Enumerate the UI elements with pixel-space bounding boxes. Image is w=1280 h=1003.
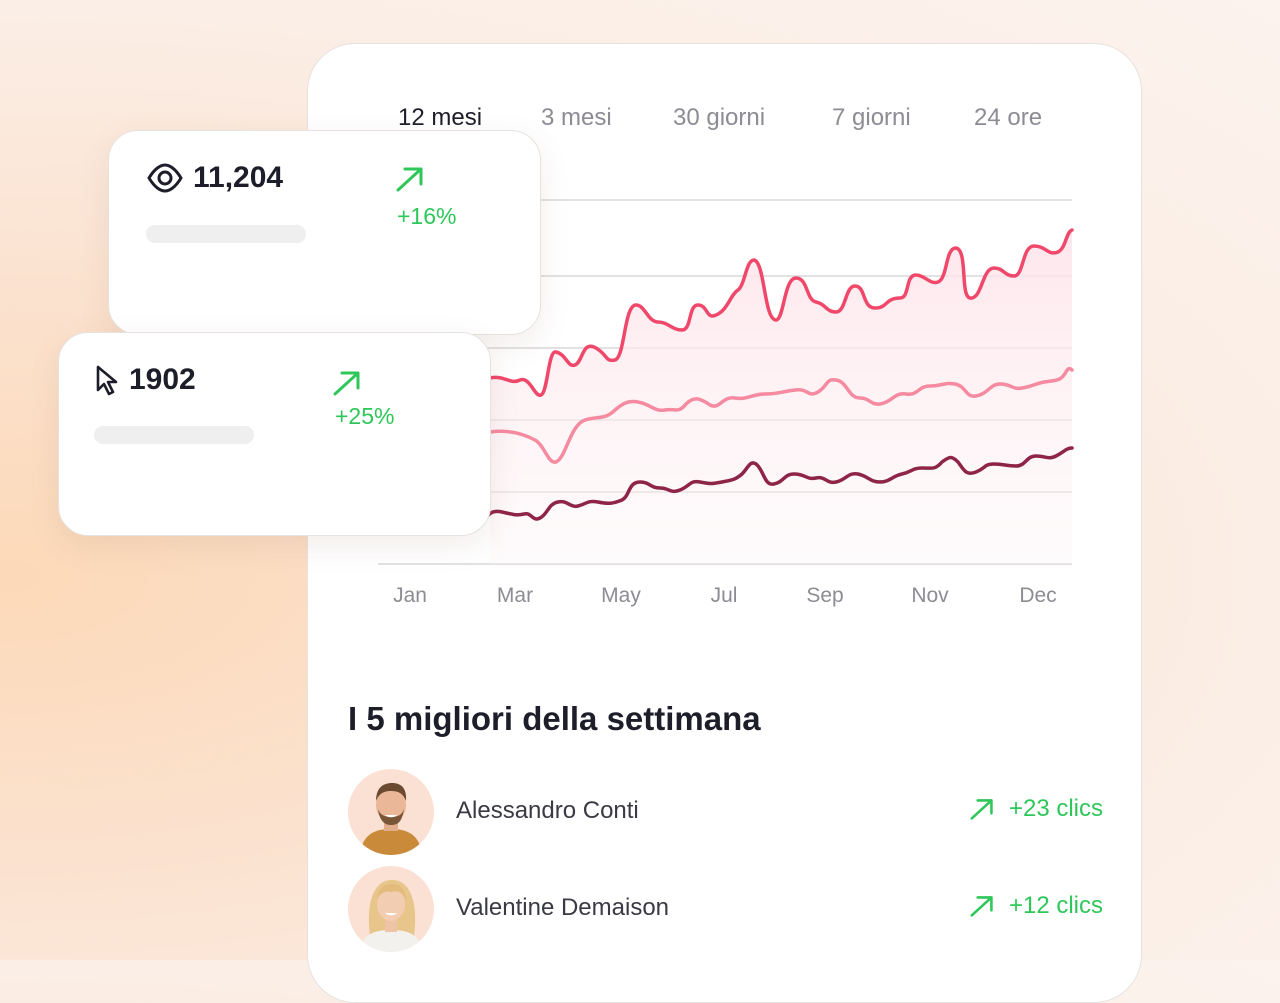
x-tick-label: Mar bbox=[496, 584, 534, 607]
views-change: +16% bbox=[397, 203, 457, 229]
area-fill bbox=[490, 230, 1072, 564]
person-clicks: +23 clics bbox=[969, 795, 1103, 823]
clicks-card: 1902 +25% bbox=[58, 332, 491, 536]
clicks-metric: 1902 bbox=[95, 363, 196, 397]
trend-up-icon bbox=[970, 896, 993, 917]
person-name: Alessandro Conti bbox=[456, 797, 639, 824]
x-tick-label: May bbox=[601, 584, 641, 607]
clicks-value: 1902 bbox=[129, 363, 196, 396]
tab-24-hours[interactable]: 24 ore bbox=[974, 104, 1043, 131]
placeholder-bar bbox=[94, 426, 254, 444]
avatar bbox=[348, 866, 434, 952]
trend-up-icon bbox=[970, 799, 993, 820]
tab-30-days[interactable]: 30 giorni bbox=[673, 104, 766, 131]
tab-3-months[interactable]: 3 mesi bbox=[541, 104, 612, 131]
views-value: 11,204 bbox=[193, 161, 284, 194]
cursor-icon bbox=[96, 365, 118, 396]
series-line-3 bbox=[482, 446, 1074, 522]
x-tick-label: Jul bbox=[710, 584, 738, 607]
person-avatar-icon bbox=[360, 880, 422, 952]
clicks-count: +12 clics bbox=[1008, 892, 1103, 919]
person-avatar-icon bbox=[360, 783, 422, 855]
section-title: I 5 migliori della settimana bbox=[348, 700, 761, 737]
series-line-2 bbox=[488, 366, 1074, 464]
x-tick-label: Jan bbox=[393, 584, 427, 607]
trend-up-icon bbox=[396, 167, 423, 192]
x-tick-label: Dec bbox=[1019, 584, 1057, 607]
clicks-change: +25% bbox=[335, 403, 395, 429]
clicks-count: +23 clics bbox=[1008, 795, 1103, 822]
avatar bbox=[348, 769, 434, 855]
list-item[interactable]: Alessandro Conti +23 clics bbox=[348, 769, 1103, 855]
line-chart bbox=[378, 199, 1074, 565]
views-metric: 11,204 bbox=[147, 161, 283, 195]
series-line-1 bbox=[488, 228, 1074, 397]
list-item[interactable]: Valentine Demaison +12 clics bbox=[348, 866, 1103, 952]
eye-icon bbox=[147, 163, 183, 193]
tab-12-months[interactable]: 12 mesi bbox=[398, 104, 483, 131]
x-tick-label: Nov bbox=[911, 584, 949, 607]
views-card: 11,204 +16% bbox=[108, 130, 541, 335]
tab-7-days[interactable]: 7 giorni bbox=[832, 104, 911, 131]
person-name: Valentine Demaison bbox=[456, 894, 670, 921]
placeholder-bar bbox=[146, 225, 306, 243]
trend-up-icon bbox=[333, 371, 360, 396]
x-tick-label: Sep bbox=[806, 584, 844, 607]
person-clicks: +12 clics bbox=[969, 892, 1103, 920]
